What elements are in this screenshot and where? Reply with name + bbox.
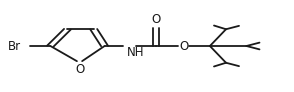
Text: Br: Br [7, 39, 21, 53]
Text: O: O [151, 13, 161, 26]
Text: NH: NH [126, 46, 144, 59]
Text: O: O [75, 63, 84, 76]
Text: O: O [179, 39, 188, 53]
